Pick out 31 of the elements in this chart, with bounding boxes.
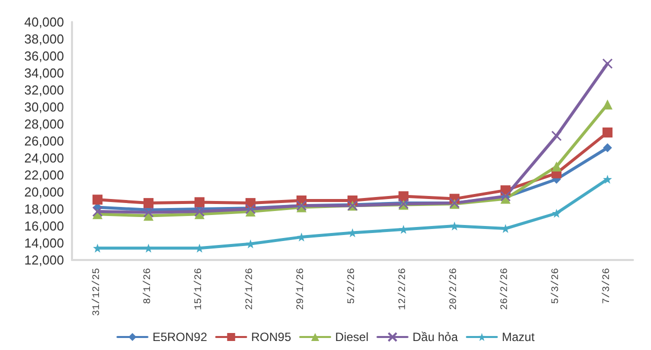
x-tick-label: 26/2/26 — [499, 268, 511, 310]
legend-label: E5RON92 — [152, 330, 208, 344]
legend-label: Diesel — [335, 330, 369, 344]
legend-label: Mazut — [502, 330, 536, 344]
x-tick-label: 29/1/26 — [295, 268, 307, 310]
y-tick-label: 40,000 — [24, 14, 64, 30]
x-tick-label: 7/3/26 — [601, 268, 613, 304]
y-tick-label: 18,000 — [24, 202, 64, 216]
x-tick-label: 5/3/26 — [550, 268, 562, 304]
legend-label: RON95 — [251, 330, 292, 344]
y-tick-label: 36,000 — [24, 48, 64, 64]
x-tick-label: 5/2/26 — [346, 268, 358, 304]
y-tick-label: 30,000 — [24, 100, 64, 114]
legend-label: Dầu hỏa — [412, 330, 458, 344]
y-tick-label: 20,000 — [24, 184, 64, 200]
x-tick-label: 12/2/26 — [397, 268, 409, 310]
x-tick-label: 15/1/26 — [193, 268, 205, 310]
y-tick-label: 12,000 — [24, 252, 64, 268]
x-tick-label: 31/12/25 — [91, 268, 103, 316]
y-tick-label: 32,000 — [24, 82, 64, 98]
x-tick-label: 20/2/26 — [448, 268, 460, 310]
y-tick-label: 16,000 — [24, 218, 64, 234]
x-tick-label: 8/1/26 — [142, 268, 154, 304]
y-tick-label: 14,000 — [24, 236, 64, 250]
y-tick-label: 26,000 — [24, 134, 64, 148]
y-tick-label: 22,000 — [24, 168, 64, 182]
y-tick-label: 38,000 — [24, 32, 64, 46]
y-tick-label: 28,000 — [24, 116, 64, 132]
y-tick-label: 34,000 — [24, 66, 64, 80]
x-tick-label: 22/1/26 — [244, 268, 256, 310]
y-tick-label: 24,000 — [24, 150, 64, 166]
